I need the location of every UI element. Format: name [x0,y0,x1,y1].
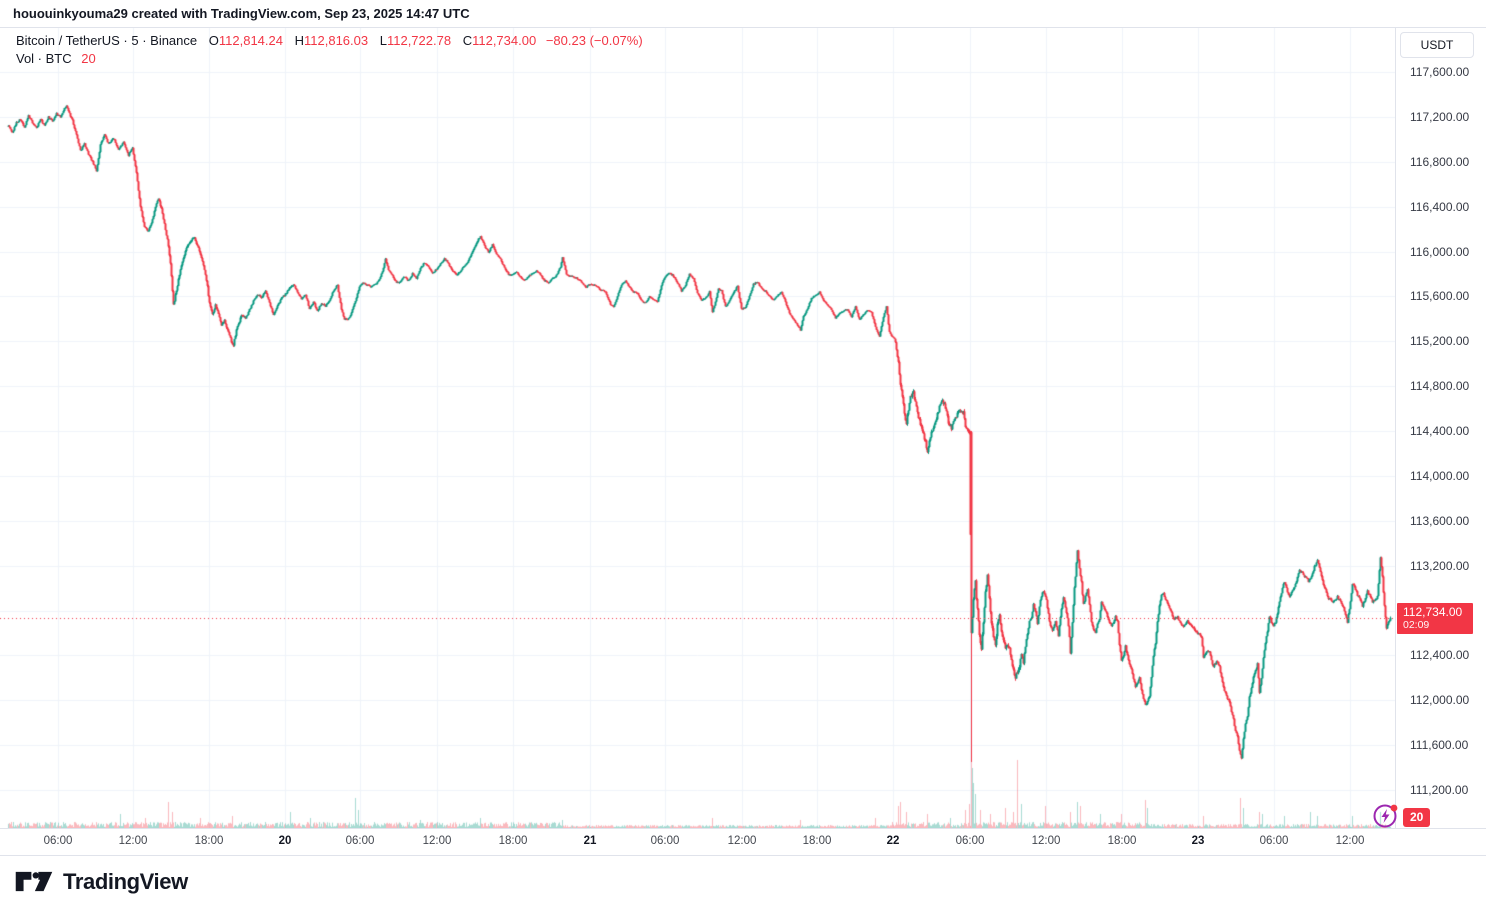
price-axis-label: 116,800.00 [1410,154,1470,169]
open-value: 112,814.24 [218,33,283,48]
price-axis[interactable]: USDT 117,600.00 117,200.00 116,800.00 116,4… [1395,28,1486,828]
time-axis[interactable]: 06:00 12:00 18:00 20 06:00 12:00 18:00 21 06:00 1… [0,828,1486,856]
price-axis-label: 113,600.00 [1410,513,1470,528]
time-axis-label: 18:00 [802,835,832,847]
price-axis-label: 113,200.00 [1410,558,1470,573]
time-axis-label: 06:00 [650,835,680,847]
close-label: C [462,33,473,48]
symbol-title[interactable]: Bitcoin / TetherUS · 5 · Binance [16,33,198,48]
volume-label[interactable]: Vol · BTC [16,51,72,66]
time-axis-label: 21 [583,835,597,847]
price-axis-label: 111,200.00 [1410,783,1469,797]
attribution-bar: hououinkyouma29 created with TradingView… [0,0,1486,28]
time-axis-label: 12:00 [727,835,757,847]
time-axis-label: 06:00 [955,835,985,847]
price-axis-label: 114,000.00 [1410,468,1470,483]
time-axis-label: 22 [886,835,900,847]
time-axis-label: 20 [278,835,292,847]
time-axis-label: 23 [1191,835,1205,847]
price-axis-label: 111,600.00 [1410,738,1469,753]
low-label: L [379,33,387,48]
time-axis-label: 06:00 [43,835,73,847]
currency-toggle-button[interactable]: USDT [1400,32,1474,58]
open-label: O [208,33,219,48]
candlestick-chart-canvas[interactable] [0,28,1395,828]
price-axis-label: 117,600.00 [1410,65,1470,79]
instant-trading-icon[interactable] [1372,802,1400,830]
time-axis-label: 06:00 [1259,835,1289,847]
time-axis-label: 12:00 [1031,835,1061,847]
change-value: −80.23 (−0.07%) [545,33,643,48]
price-axis-label: 115,600.00 [1410,289,1470,304]
attribution-text: hououinkyouma29 created with TradingView… [13,6,470,21]
price-axis-label: 114,400.00 [1410,424,1470,438]
tradingview-wordmark[interactable]: TradingView [63,868,188,894]
tradingview-logo-icon [15,871,53,892]
high-value: 112,816.03 [304,33,369,48]
price-axis-label: 117,200.00 [1410,109,1470,124]
volume-axis-badge: 20 [1403,808,1431,827]
last-price-badge: 112,734.00 02:09 [1397,602,1473,634]
time-axis-label: 18:00 [1107,835,1137,847]
time-axis-label: 18:00 [498,835,528,847]
price-axis-label: 112,400.00 [1410,648,1470,663]
price-axis-label: 116,400.00 [1410,199,1470,214]
time-axis-label: 12:00 [422,835,452,847]
time-axis-label: 06:00 [345,835,375,847]
price-axis-label: 116,000.00 [1410,244,1470,259]
volume-value: 20 [81,51,96,66]
time-axis-label: 12:00 [1335,835,1365,847]
price-axis-label: 114,800.00 [1410,379,1470,394]
footer: TradingView [14,867,188,896]
low-value: 112,722.78 [386,33,452,48]
price-axis-label: 112,000.00 [1410,693,1470,708]
time-axis-label: 18:00 [194,835,224,847]
high-label: H [294,33,304,48]
volume-legend: Vol · BTC 20 [16,51,96,66]
bar-countdown: 02:09 [1403,618,1430,631]
last-price-value: 112,734.00 [1403,604,1463,619]
close-value: 112,734.00 [472,33,537,48]
time-axis-label: 12:00 [118,835,148,847]
price-axis-label: 115,200.00 [1410,334,1470,349]
chart-legend: Bitcoin / TetherUS · 5 · Binance O112,81… [16,33,643,48]
